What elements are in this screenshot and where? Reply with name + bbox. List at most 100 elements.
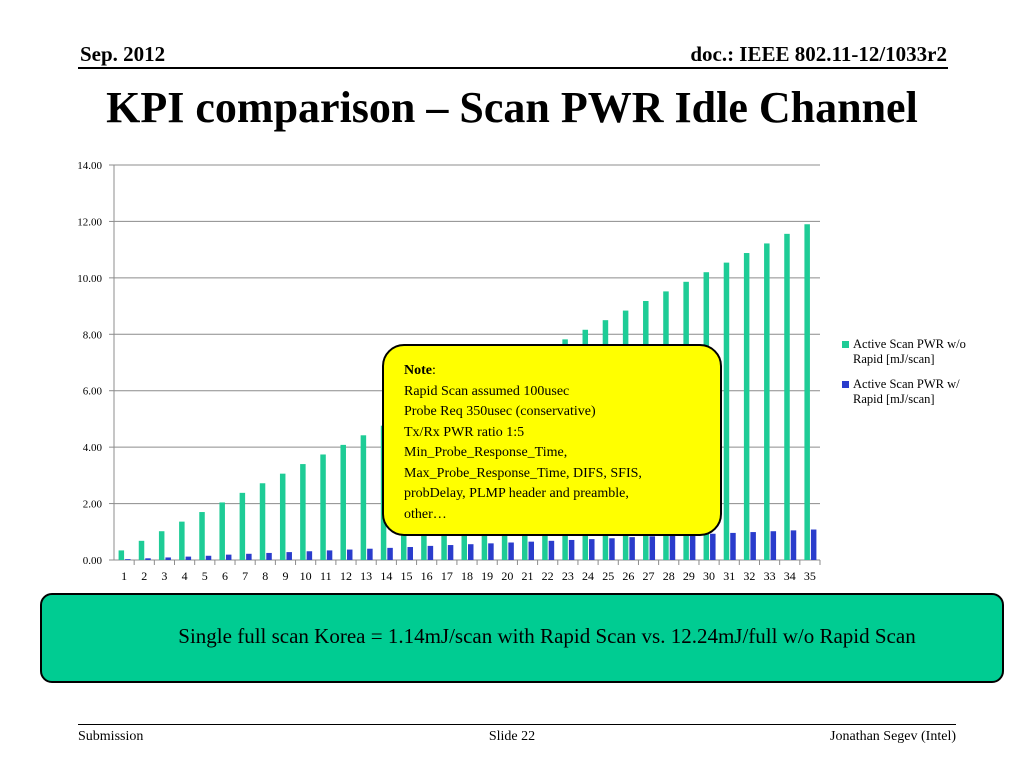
note-callout: Note: Rapid Scan assumed 100usec Probe R… bbox=[382, 344, 722, 536]
bar-series-2 bbox=[346, 549, 353, 560]
bar-series-1 bbox=[158, 531, 165, 560]
bar-series-2 bbox=[225, 554, 232, 560]
bar-series-1 bbox=[360, 435, 367, 560]
bar-series-1 bbox=[320, 454, 326, 560]
bar-series-2 bbox=[730, 532, 736, 560]
x-tick-label: 4 bbox=[182, 569, 188, 583]
note-line: probDelay, PLMP header and preamble, bbox=[404, 486, 629, 501]
chart-legend: Active Scan PWR w/o Rapid [mJ/scan] Acti… bbox=[842, 337, 978, 417]
footer-divider bbox=[78, 724, 956, 725]
header-date: Sep. 2012 bbox=[80, 42, 166, 66]
bar-series-1 bbox=[219, 502, 225, 560]
bar-series-2 bbox=[306, 551, 313, 560]
x-tick-label: 11 bbox=[320, 569, 332, 583]
bar-series-2 bbox=[508, 542, 514, 560]
bar-series-1 bbox=[239, 492, 246, 560]
x-tick-label: 19 bbox=[481, 569, 493, 583]
x-tick-label: 31 bbox=[723, 569, 735, 583]
y-tick-label: 12.00 bbox=[77, 216, 102, 228]
x-tick-label: 20 bbox=[501, 569, 513, 583]
x-tick-label: 27 bbox=[643, 569, 655, 583]
x-tick-label: 12 bbox=[340, 569, 352, 583]
note-line: Min_Probe_Response_Time, bbox=[404, 445, 568, 460]
bar-series-2 bbox=[427, 545, 434, 560]
bar-series-1 bbox=[259, 483, 266, 560]
bar-series-1 bbox=[138, 540, 145, 560]
x-tick-label: 2 bbox=[141, 569, 147, 583]
summary-box: Single full scan Korea = 1.14mJ/scan wit… bbox=[40, 593, 1004, 683]
x-tick-label: 10 bbox=[300, 569, 312, 583]
bar-series-1 bbox=[279, 473, 286, 560]
bar-series-2 bbox=[125, 559, 131, 560]
legend-label-series-1: Active Scan PWR w/o Rapid [mJ/scan] bbox=[853, 337, 966, 366]
bar-series-1 bbox=[118, 550, 125, 560]
summary-text: Single full scan Korea = 1.14mJ/scan wit… bbox=[178, 624, 916, 648]
x-tick-label: 15 bbox=[400, 569, 412, 583]
bar-series-2 bbox=[468, 544, 474, 560]
bar-series-1 bbox=[804, 224, 810, 560]
note-line: Max_Probe_Response_Time, DIFS, SFIS, bbox=[404, 465, 642, 481]
bar-series-2 bbox=[649, 536, 656, 560]
bar-series-2 bbox=[548, 540, 555, 560]
bar-series-2 bbox=[205, 555, 212, 560]
legend-swatch-series-1 bbox=[842, 341, 849, 348]
bar-series-1 bbox=[764, 243, 770, 560]
note-line: other… bbox=[404, 506, 447, 522]
x-tick-label: 21 bbox=[522, 569, 534, 583]
bar-series-2 bbox=[367, 548, 373, 560]
legend-swatch-series-2 bbox=[842, 381, 849, 388]
x-tick-label: 8 bbox=[262, 569, 268, 583]
bar-series-2 bbox=[589, 539, 595, 560]
bar-series-1 bbox=[300, 464, 306, 560]
bar-series-2 bbox=[790, 530, 797, 560]
x-tick-label: 5 bbox=[202, 569, 208, 583]
bar-series-1 bbox=[784, 233, 790, 561]
footer-submission: Submission bbox=[78, 729, 144, 744]
bar-series-2 bbox=[266, 552, 272, 560]
bar-series-2 bbox=[770, 531, 777, 560]
x-tick-label: 7 bbox=[242, 569, 248, 583]
bar-series-2 bbox=[528, 541, 535, 560]
x-tick-label: 25 bbox=[602, 569, 614, 583]
bar-series-2 bbox=[810, 529, 817, 560]
note-line: Probe Req 350usec (conservative) bbox=[404, 404, 596, 419]
x-tick-label: 30 bbox=[703, 569, 715, 583]
x-tick-label: 6 bbox=[222, 569, 228, 583]
bar-series-2 bbox=[286, 552, 292, 560]
header-doc-id: doc.: IEEE 802.11-12/1033r2 bbox=[690, 42, 947, 66]
bar-series-2 bbox=[689, 534, 696, 560]
note-line: Rapid Scan assumed 100usec bbox=[404, 383, 570, 399]
bar-series-2 bbox=[710, 533, 716, 560]
bar-series-2 bbox=[669, 535, 676, 560]
x-tick-label: 24 bbox=[582, 569, 594, 583]
x-tick-label: 18 bbox=[461, 569, 473, 583]
y-tick-label: 4.00 bbox=[83, 442, 103, 454]
x-tick-label: 33 bbox=[764, 569, 776, 583]
y-tick-label: 6.00 bbox=[83, 386, 103, 398]
bar-series-2 bbox=[145, 558, 151, 560]
footer-author: Jonathan Segev (Intel) bbox=[830, 729, 956, 744]
x-tick-label: 29 bbox=[683, 569, 695, 583]
header-divider bbox=[78, 67, 948, 69]
slide-title: KPI comparison – Scan PWR Idle Channel bbox=[106, 83, 918, 132]
x-tick-label: 32 bbox=[743, 569, 755, 583]
note-line: Tx/Rx PWR ratio 1:5 bbox=[404, 424, 525, 440]
bar-series-1 bbox=[340, 444, 346, 560]
bar-series-2 bbox=[568, 539, 575, 560]
legend-item-series-1: Active Scan PWR w/o Rapid [mJ/scan] bbox=[842, 337, 978, 367]
x-tick-label: 23 bbox=[562, 569, 574, 583]
bar-series-1 bbox=[199, 512, 205, 560]
bar-series-2 bbox=[407, 547, 413, 560]
y-tick-label: 2.00 bbox=[83, 499, 103, 511]
y-tick-label: 0.00 bbox=[83, 555, 103, 567]
bar-series-2 bbox=[447, 545, 454, 560]
x-tick-label: 17 bbox=[441, 569, 453, 583]
bar-series-2 bbox=[185, 556, 192, 560]
x-tick-label: 9 bbox=[282, 569, 288, 583]
legend-label-series-2: Active Scan PWR w/ Rapid [mJ/scan] bbox=[853, 377, 960, 406]
x-tick-label: 16 bbox=[421, 569, 433, 583]
bar-series-1 bbox=[743, 253, 750, 560]
bar-series-2 bbox=[246, 553, 252, 560]
bar-series-2 bbox=[750, 532, 756, 560]
bar-series-2 bbox=[609, 538, 615, 560]
